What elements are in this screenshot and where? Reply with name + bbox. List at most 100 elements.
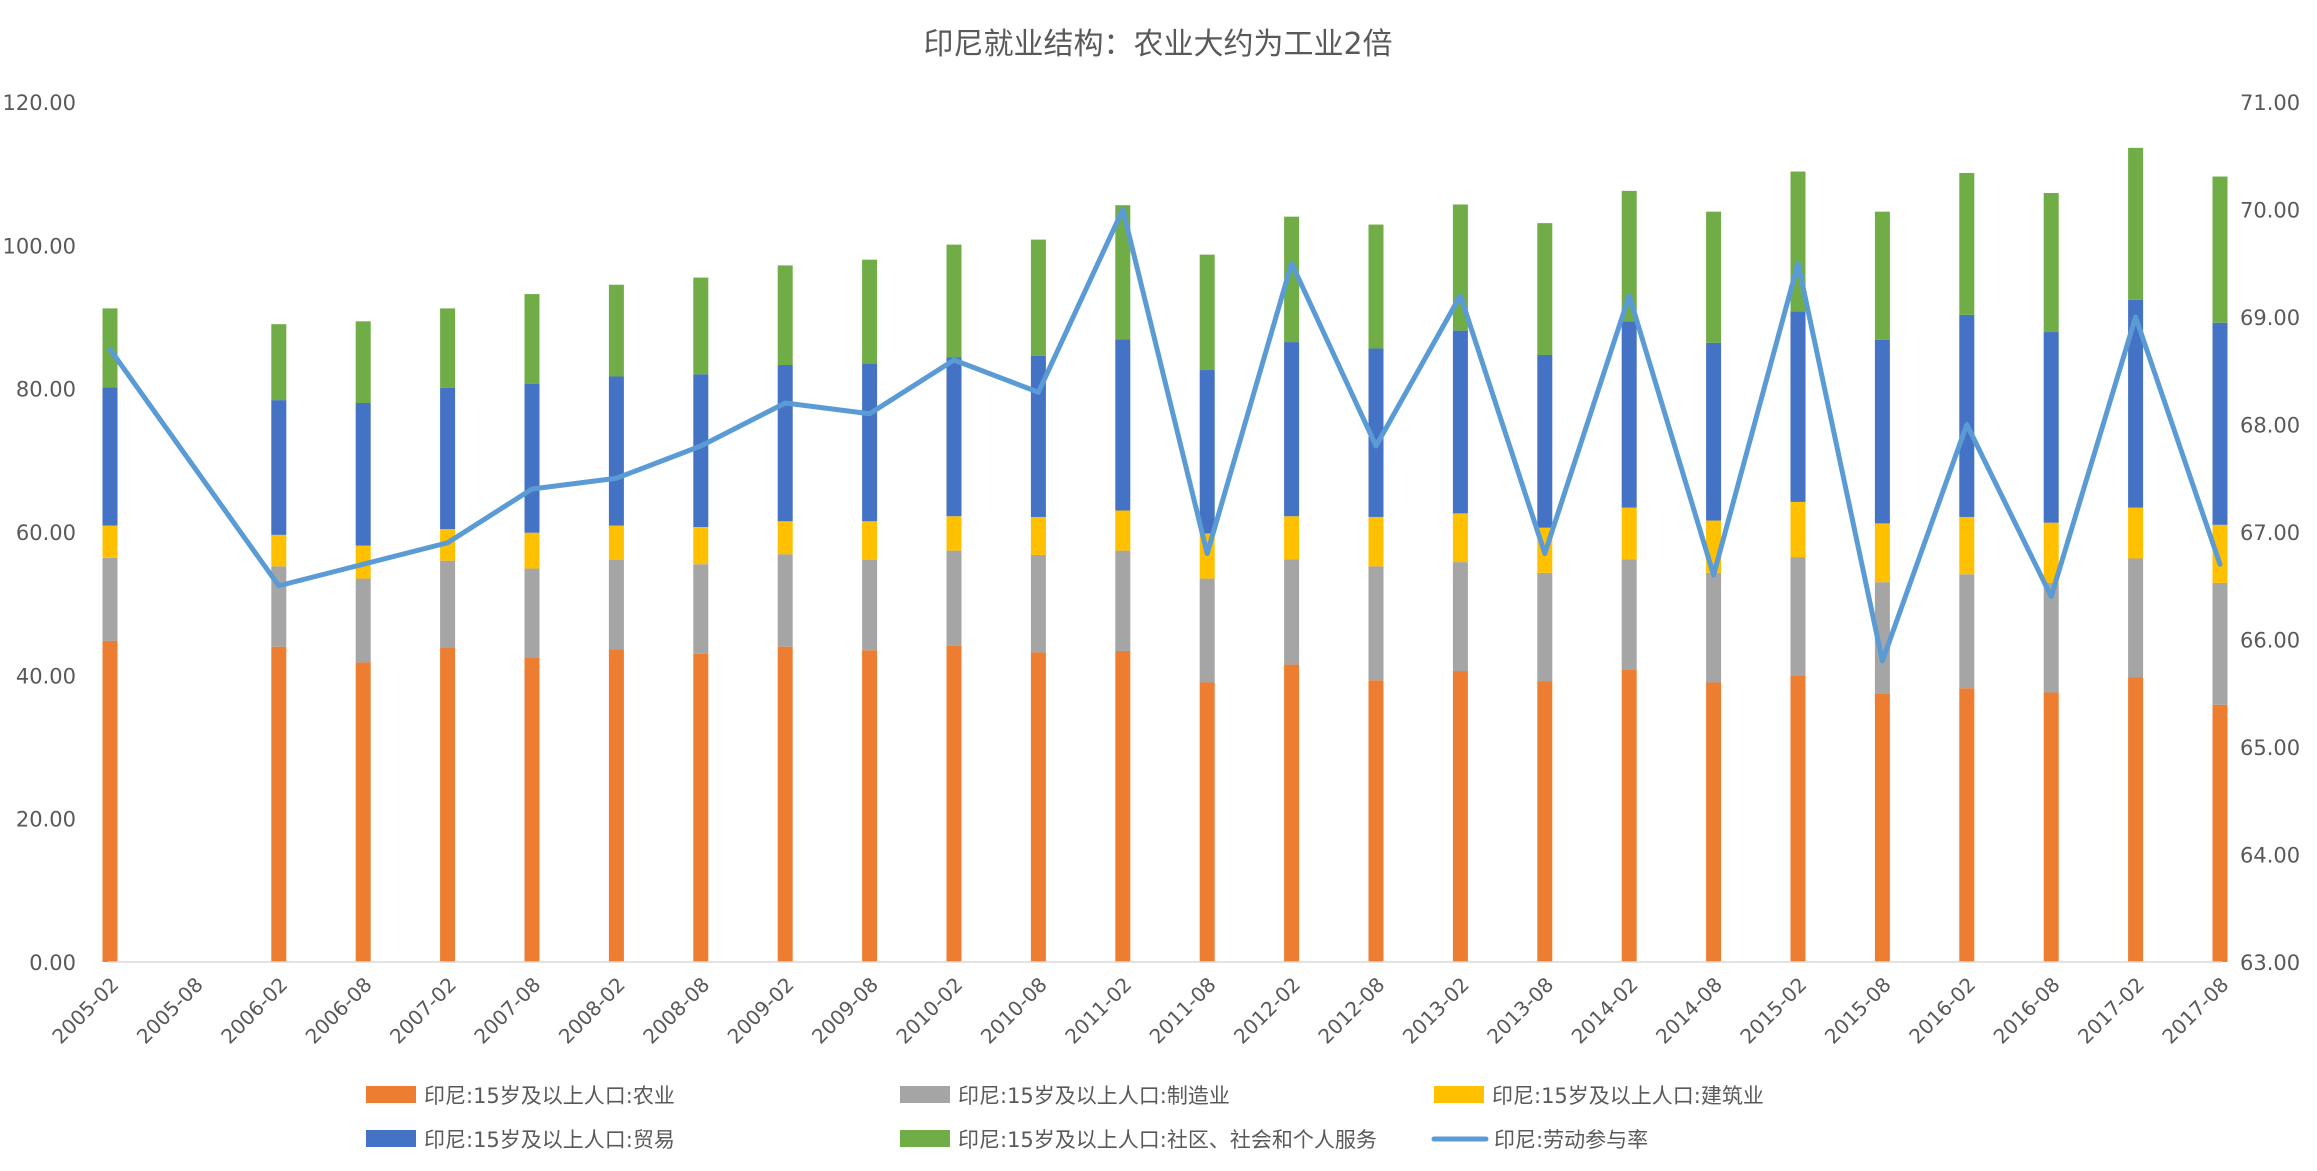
x-tick-label: 2012-08 bbox=[1313, 972, 1389, 1048]
bar-segment-4 bbox=[2043, 332, 2059, 523]
bar-segment-1 bbox=[2043, 692, 2059, 962]
bar-segment-1 bbox=[524, 657, 540, 962]
bar-segment-1 bbox=[1284, 664, 1300, 962]
legend-label: 印尼:15岁及以上人口:社区、社会和个人服务 bbox=[958, 1128, 1377, 1152]
bar-segment-2 bbox=[1030, 554, 1046, 653]
bar-segment-1 bbox=[693, 653, 709, 962]
bar-segment-2 bbox=[1537, 572, 1553, 682]
bar-segment-3 bbox=[2043, 522, 2059, 583]
bar-segment-1 bbox=[777, 646, 793, 962]
x-tick-label: 2007-02 bbox=[385, 972, 461, 1048]
bar-segment-2 bbox=[1874, 582, 1890, 694]
bar-segment-4 bbox=[1874, 339, 1890, 524]
bar-segment-1 bbox=[1790, 675, 1806, 962]
y-right-tick-label: 70.00 bbox=[2240, 199, 2300, 223]
y-left-tick-label: 60.00 bbox=[16, 521, 76, 545]
bar-segment-1 bbox=[946, 645, 962, 962]
bar-segment-4 bbox=[1030, 355, 1046, 517]
bar-segment-5 bbox=[693, 277, 709, 375]
x-tick-label: 2010-02 bbox=[891, 972, 967, 1048]
bar-segment-3 bbox=[2128, 507, 2144, 559]
bar-segment-4 bbox=[1199, 370, 1215, 534]
bar-segment-3 bbox=[693, 526, 709, 565]
x-tick-label: 2011-08 bbox=[1145, 972, 1221, 1048]
bar-segment-5 bbox=[1706, 211, 1722, 343]
bar-segment-4 bbox=[524, 383, 540, 533]
bar-segment-5 bbox=[1199, 254, 1215, 371]
bar-segment-1 bbox=[608, 649, 624, 962]
x-tick-label: 2015-08 bbox=[1820, 972, 1896, 1048]
bar-segment-5 bbox=[271, 324, 287, 401]
x-tick-label: 2009-08 bbox=[807, 972, 883, 1048]
bar-segment-4 bbox=[1368, 348, 1384, 517]
legend-label: 印尼:劳动参与率 bbox=[1494, 1128, 1648, 1152]
bar-segment-4 bbox=[862, 363, 878, 522]
bar-segment-3 bbox=[777, 521, 793, 555]
bar-segment-2 bbox=[2212, 582, 2228, 705]
bar-segment-5 bbox=[1621, 190, 1637, 322]
line-series-group bbox=[107, 207, 2223, 664]
bar-segment-2 bbox=[2043, 582, 2059, 693]
bar-segment-3 bbox=[1452, 513, 1468, 563]
bar-segment-2 bbox=[102, 557, 118, 641]
bar-segment-2 bbox=[1199, 578, 1215, 683]
bar-segment-4 bbox=[1537, 354, 1553, 528]
x-tick-label: 2016-08 bbox=[1989, 972, 2065, 1048]
bar-segment-5 bbox=[2128, 147, 2144, 300]
bar-segment-2 bbox=[1959, 574, 1975, 689]
bar-series-group bbox=[102, 147, 2228, 962]
bar-segment-1 bbox=[102, 640, 118, 962]
bar-segment-4 bbox=[1621, 321, 1637, 508]
bar-segment-2 bbox=[1284, 559, 1300, 665]
bar-segment-5 bbox=[355, 321, 371, 403]
bar-segment-1 bbox=[1452, 671, 1468, 962]
legend-swatch bbox=[366, 1130, 416, 1147]
bar-segment-3 bbox=[271, 534, 287, 567]
x-tick-label: 2011-02 bbox=[1060, 972, 1136, 1048]
bar-segment-2 bbox=[777, 554, 793, 647]
bar-segment-2 bbox=[355, 578, 371, 663]
bar-segment-5 bbox=[524, 294, 540, 384]
y-left-tick-label: 100.00 bbox=[3, 234, 76, 258]
x-tick-label: 2008-02 bbox=[554, 972, 630, 1048]
x-tick-label: 2008-08 bbox=[638, 972, 714, 1048]
bar-segment-2 bbox=[946, 550, 962, 646]
bar-segment-4 bbox=[2212, 322, 2228, 525]
x-tick-label: 2006-08 bbox=[301, 972, 377, 1048]
bar-segment-2 bbox=[1621, 559, 1637, 670]
x-tick-label: 2014-08 bbox=[1651, 972, 1727, 1048]
x-tick-label: 2006-02 bbox=[216, 972, 292, 1048]
x-axis: 2005-02 2005-08 2006-02 2006-08 2007-02 2007-… bbox=[47, 972, 2233, 1048]
bar-segment-1 bbox=[1030, 652, 1046, 962]
x-tick-label: 2013-08 bbox=[1482, 972, 1558, 1048]
x-tick-label: 2009-02 bbox=[723, 972, 799, 1048]
bar-segment-5 bbox=[2043, 193, 2059, 333]
bar-segment-2 bbox=[1452, 562, 1468, 672]
bar-segment-4 bbox=[693, 374, 709, 527]
bar-segment-5 bbox=[1537, 223, 1553, 355]
y-right-tick-label: 68.00 bbox=[2240, 414, 2300, 438]
y-right-tick-label: 65.00 bbox=[2240, 736, 2300, 760]
bar-segment-4 bbox=[946, 357, 962, 517]
line-series bbox=[107, 207, 2223, 664]
bar-segment-4 bbox=[1790, 311, 1806, 502]
x-tick-label: 2015-02 bbox=[1735, 972, 1811, 1048]
bar-segment-3 bbox=[1874, 523, 1890, 583]
y-left-tick-label: 20.00 bbox=[16, 808, 76, 832]
bar-segment-5 bbox=[2212, 176, 2228, 323]
bar-segment-1 bbox=[1368, 680, 1384, 962]
chart-title: 印尼就业结构：农业大约为工业2倍 bbox=[923, 27, 1392, 62]
bar-segment-5 bbox=[440, 308, 456, 388]
bar-segment-3 bbox=[1368, 516, 1384, 567]
bar-segment-2 bbox=[440, 560, 456, 648]
legend-label: 印尼:15岁及以上人口:农业 bbox=[424, 1084, 675, 1108]
right-axis: 63.00 64.00 65.00 66.00 67.00 68.00 69.00 70.00… bbox=[2240, 91, 2300, 975]
bar-segment-1 bbox=[2128, 677, 2144, 962]
y-right-tick-label: 69.00 bbox=[2240, 306, 2300, 330]
bar-segment-3 bbox=[1790, 501, 1806, 558]
y-left-tick-label: 80.00 bbox=[16, 378, 76, 402]
x-tick-label: 2010-08 bbox=[976, 972, 1052, 1048]
bar-segment-3 bbox=[102, 525, 118, 558]
x-tick-label: 2017-08 bbox=[2157, 972, 2233, 1048]
